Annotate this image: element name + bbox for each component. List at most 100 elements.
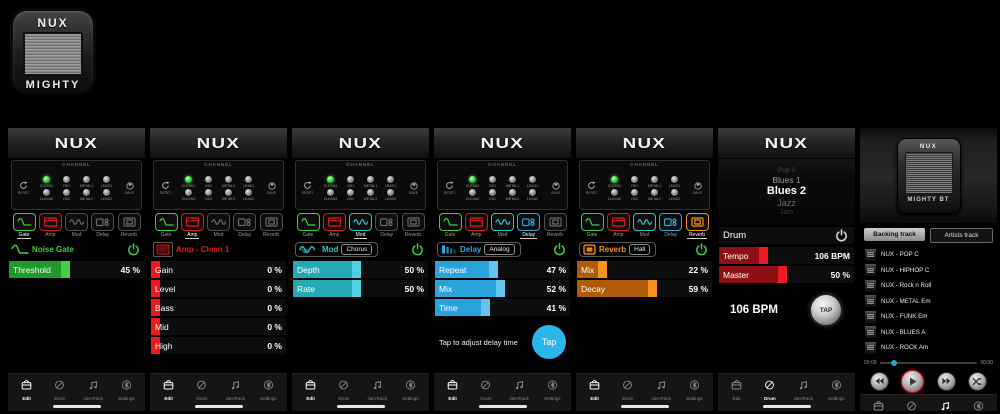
reset-button[interactable]: RESET (16, 181, 31, 195)
channel-knob-lead2[interactable]: LEAD2 (666, 188, 684, 201)
slider-handle[interactable] (60, 261, 70, 278)
channel-knob-od1[interactable]: OD1 (484, 175, 502, 188)
slider-rate[interactable]: Rate 50 % (293, 280, 428, 297)
effect-title-group[interactable]: Reverb Hall (579, 241, 657, 257)
nav-item-drum[interactable]: Drum (469, 377, 502, 401)
channel-knob-lead2[interactable]: LEAD2 (524, 188, 542, 201)
channel-knob-od2[interactable]: OD2 (626, 188, 644, 201)
tab-delay[interactable]: Delay (375, 213, 399, 239)
slider-handle[interactable] (351, 261, 361, 278)
home-indicator[interactable] (336, 405, 385, 408)
channel-knob-lead2[interactable]: LEAD2 (240, 188, 258, 201)
channel-knob-lead1[interactable]: LEAD1 (524, 175, 542, 188)
effect-title-group[interactable]: Amp - Clean 1 (153, 241, 229, 257)
channel-knob-od1[interactable]: OD1 (626, 175, 644, 188)
tab-gate[interactable]: Gate (154, 213, 178, 239)
home-indicator[interactable] (194, 405, 243, 408)
effect-title-group[interactable]: Mod Chorus (295, 241, 379, 257)
channel-knob-metal1[interactable]: METAL1 (78, 175, 96, 188)
home-indicator[interactable] (762, 405, 811, 408)
effect-type-selector[interactable]: Hall (629, 243, 651, 255)
slider-handle[interactable] (489, 261, 499, 278)
slider-handle[interactable] (151, 318, 160, 335)
tab-delay[interactable]: Delay (659, 213, 683, 239)
tab-artists-track[interactable]: Artists track (930, 228, 993, 243)
slider-time[interactable]: Time 41 % (435, 299, 570, 316)
channel-knob-metal1[interactable]: METAL1 (646, 175, 664, 188)
channel-knob-clean2[interactable]: CLEAN2 (464, 188, 482, 201)
tap-tempo-button[interactable]: TAP (809, 293, 843, 327)
channel-knob-clean2[interactable]: CLEAN2 (606, 188, 624, 201)
tab-amp[interactable]: Amp (180, 213, 204, 239)
channel-knob-clean1[interactable]: CLEAN1 (606, 175, 624, 188)
channel-knob-clean1[interactable]: CLEAN1 (464, 175, 482, 188)
tab-amp[interactable]: Amp (38, 213, 62, 239)
slider-decay[interactable]: Decay 59 % (577, 280, 712, 297)
save-button[interactable]: SAVE (548, 181, 563, 195)
channel-knob-metal2[interactable]: METAL2 (220, 188, 238, 201)
power-button[interactable] (411, 242, 424, 256)
channel-knob-lead1[interactable]: LEAD1 (666, 175, 684, 188)
nav-item-jamtrack[interactable]: JamTrack (645, 377, 678, 401)
nav-item-drum[interactable]: Drum (327, 377, 360, 401)
nav-item-edit[interactable]: Edit (862, 398, 895, 412)
slider-mid[interactable]: Mid 0 % (151, 318, 286, 335)
effect-title-group[interactable]: Delay Analog (437, 241, 521, 257)
shuffle-button[interactable] (967, 371, 987, 391)
channel-knob-od2[interactable]: OD2 (58, 188, 76, 201)
channel-knob-metal1[interactable]: METAL1 (504, 175, 522, 188)
track-list-item[interactable]: NUX - FUNK Em (862, 309, 995, 325)
nav-item-settings[interactable]: Settings (536, 377, 569, 401)
nav-item-jamtrack[interactable]: JamTrack (503, 377, 536, 401)
effect-title-group[interactable]: Noise Gate (11, 244, 74, 255)
nav-item-jamtrack[interactable]: JamTrack (361, 377, 394, 401)
progress-track[interactable] (879, 359, 978, 366)
nav-item-edit[interactable]: Edit (152, 377, 185, 401)
track-list-item[interactable]: NUX - ROCK Am (862, 340, 995, 356)
slider-handle[interactable] (777, 266, 787, 283)
slider-bass[interactable]: Bass 0 % (151, 299, 286, 316)
tab-mod[interactable]: Mod (633, 213, 657, 239)
channel-knob-od1[interactable]: OD1 (200, 175, 218, 188)
tab-reverb[interactable]: Reverb (401, 213, 425, 239)
picker-item[interactable]: Blues 1 (772, 174, 801, 185)
channel-knob-metal2[interactable]: METAL2 (362, 188, 380, 201)
tab-gate[interactable]: Gate (580, 213, 604, 239)
nav-item-edit[interactable]: Edit (436, 377, 469, 401)
channel-knob-od1[interactable]: OD1 (342, 175, 360, 188)
channel-knob-metal2[interactable]: METAL2 (504, 188, 522, 201)
slider-handle[interactable] (647, 280, 657, 297)
home-indicator[interactable] (620, 405, 669, 408)
slider-master[interactable]: Master 50 % (719, 266, 854, 283)
channel-knob-clean2[interactable]: CLEAN2 (322, 188, 340, 201)
slider-handle[interactable] (351, 280, 361, 297)
slider-handle[interactable] (151, 337, 160, 354)
nav-item-jamtrack[interactable]: JamTrack (787, 377, 820, 401)
tab-mod[interactable]: Mod (65, 213, 89, 239)
nav-item-settings[interactable]: Settings (678, 377, 711, 401)
channel-knob-lead1[interactable]: LEAD1 (240, 175, 258, 188)
channel-knob-metal2[interactable]: METAL2 (646, 188, 664, 201)
nav-item-edit[interactable]: Edit (578, 377, 611, 401)
home-indicator[interactable] (478, 405, 527, 408)
slider-handle[interactable] (481, 299, 491, 316)
tab-reverb[interactable]: Reverb (259, 213, 283, 239)
track-list-item[interactable]: NUX - HIPHOP C (862, 263, 995, 279)
save-button[interactable]: SAVE (122, 181, 137, 195)
nav-item-drum[interactable]: Drum (611, 377, 644, 401)
picker-item[interactable]: Pop 3 (778, 166, 795, 174)
tab-backing-track[interactable]: Backing track (864, 228, 925, 241)
slider-level[interactable]: Level 0 % (151, 280, 286, 297)
power-button[interactable] (835, 229, 848, 242)
channel-knob-lead2[interactable]: LEAD2 (98, 188, 116, 201)
channel-knob-clean2[interactable]: CLEAN2 (38, 188, 56, 201)
nav-item-settings[interactable]: Settings (252, 377, 285, 401)
nav-item-drum[interactable]: Drum (43, 377, 76, 401)
channel-knob-metal1[interactable]: METAL1 (220, 175, 238, 188)
slider-handle[interactable] (151, 261, 160, 278)
tab-amp[interactable]: Amp (464, 213, 488, 239)
reset-button[interactable]: RESET (158, 181, 173, 195)
nav-item-jamtrack[interactable]: JamTrack (929, 398, 962, 412)
tab-reverb[interactable]: Reverb (685, 213, 709, 239)
tab-delay[interactable]: Delay (517, 213, 541, 239)
